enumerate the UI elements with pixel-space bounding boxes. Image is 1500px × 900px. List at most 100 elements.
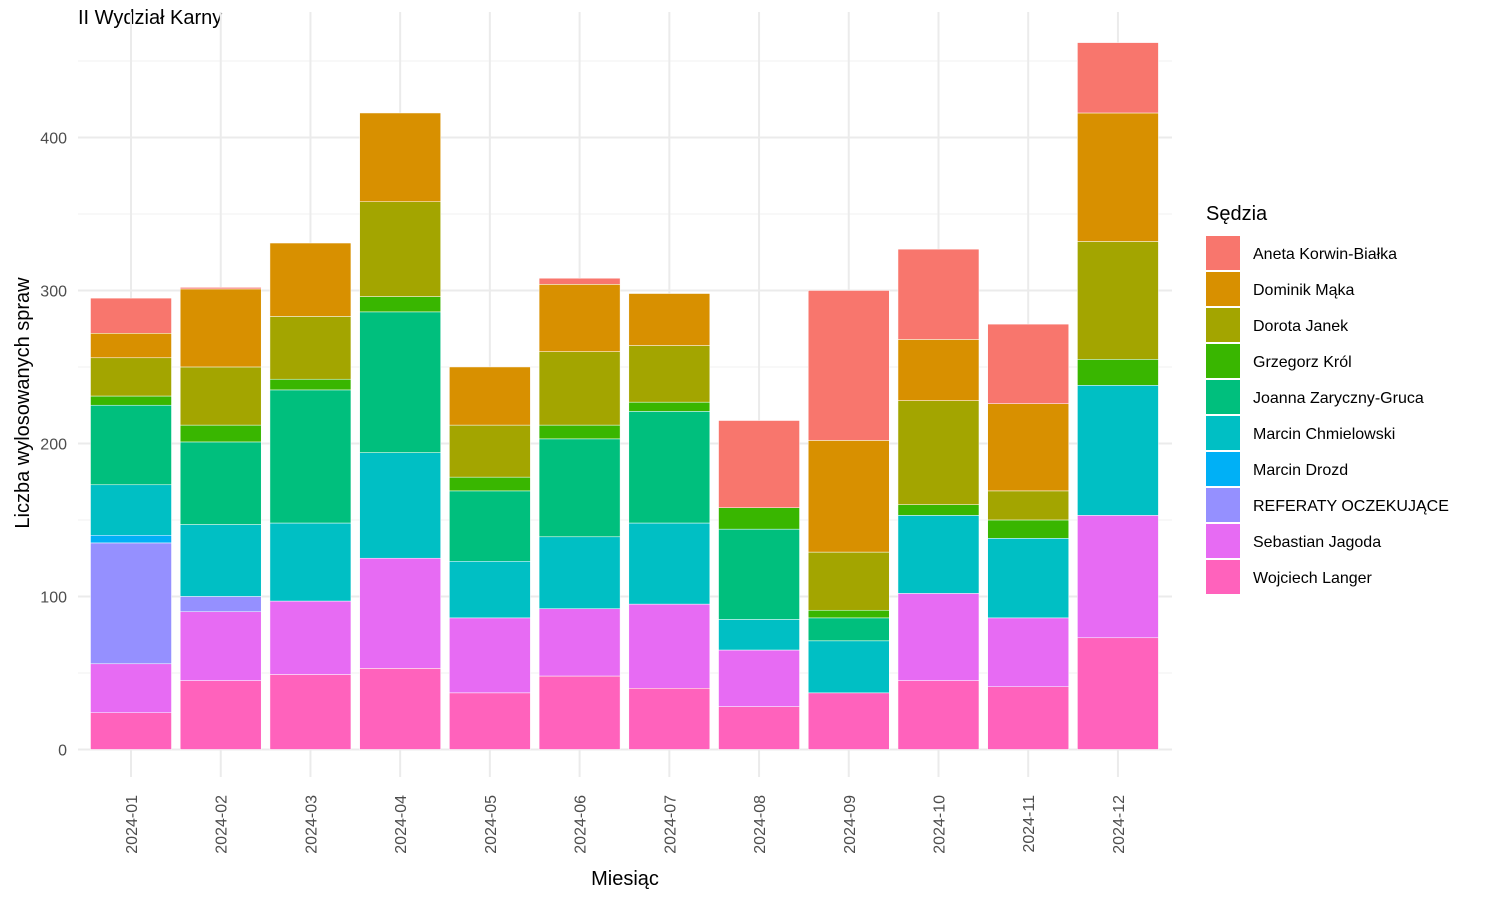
bar-segment <box>628 293 711 346</box>
chart-title: II Wydział Karny <box>78 7 223 29</box>
legend-label: REFERATY OCZEKUJĄCE <box>1253 498 1449 515</box>
x-tick-label: 2024-05 <box>483 795 500 854</box>
bar-segment <box>90 333 172 359</box>
bar-segment <box>718 649 800 707</box>
bar-segment <box>718 528 800 620</box>
legend-key <box>1206 416 1240 450</box>
bar-segment <box>179 596 262 613</box>
bar-segment <box>808 640 890 694</box>
bar-segment <box>808 440 890 553</box>
bar-segment <box>718 619 800 651</box>
x-tick-label: 2024-11 <box>1021 795 1038 853</box>
bar-segment <box>449 476 531 492</box>
legend-label: Aneta Korwin-Białka <box>1253 246 1397 263</box>
bar-segment <box>90 484 172 536</box>
bar-segment <box>538 277 621 285</box>
legend-key <box>1206 308 1240 342</box>
bar-segment <box>1077 241 1159 360</box>
bar-segment <box>269 378 352 391</box>
bar-segment <box>359 112 441 202</box>
bar-segment <box>1077 112 1159 242</box>
bar-segment <box>808 609 890 619</box>
bar-segment <box>449 692 531 750</box>
bar-segment <box>808 551 890 611</box>
bar-segment <box>359 296 441 313</box>
bar-segment <box>538 608 621 677</box>
bar-segment <box>90 404 172 486</box>
bar-segment <box>269 316 352 380</box>
bar-segment <box>628 522 711 605</box>
bar-segment <box>538 424 621 440</box>
bar-segment <box>987 403 1069 492</box>
bar-segment <box>179 424 262 443</box>
bar-segment <box>179 287 262 290</box>
x-tick-label: 2024-12 <box>1111 795 1128 854</box>
y-tick-label: 200 <box>40 436 67 453</box>
bar-segment <box>269 674 352 750</box>
bar-segment <box>179 524 262 597</box>
bar-segment <box>897 339 980 401</box>
y-tick-label: 100 <box>40 589 67 606</box>
bar-segment <box>1077 515 1159 639</box>
x-tick-label: 2024-06 <box>573 795 590 854</box>
bar-segment <box>269 522 352 602</box>
bar-segment <box>359 201 441 297</box>
bar-segment <box>359 311 441 453</box>
bar-segment <box>628 411 711 524</box>
bar-segment <box>359 557 441 669</box>
legend-label: Grzegorz Król <box>1253 354 1352 371</box>
legend-label: Sebastian Jagoda <box>1253 534 1381 551</box>
bar-segment <box>538 351 621 426</box>
x-tick-label: 2024-04 <box>393 795 410 854</box>
legend-label: Marcin Chmielowski <box>1253 426 1395 443</box>
bar-segment <box>538 675 621 750</box>
bar-segment <box>449 617 531 694</box>
y-axis-title: Liczba wylosowanych spraw <box>12 277 34 529</box>
bar-segment <box>897 400 980 505</box>
bar-segment <box>449 561 531 619</box>
bar-segment <box>987 617 1069 687</box>
bar-segment <box>628 688 711 750</box>
bar-segment <box>718 706 800 750</box>
x-tick-label: 2024-07 <box>662 795 679 854</box>
bar-segment <box>359 668 441 750</box>
legend-key <box>1206 236 1240 270</box>
bar-segment <box>359 452 441 559</box>
bar-layer <box>90 42 1159 750</box>
bar-segment <box>449 490 531 562</box>
x-tick-label: 2024-09 <box>842 795 859 854</box>
bar-segment <box>179 441 262 525</box>
bar-segment <box>269 242 352 317</box>
bar-segment <box>897 248 980 340</box>
bar-segment <box>449 424 531 478</box>
bar-segment <box>90 712 172 750</box>
legend-label: Dominik Mąka <box>1253 282 1354 299</box>
bar-segment <box>179 611 262 681</box>
bar-segment <box>90 357 172 397</box>
bar-segment <box>897 680 980 750</box>
bar-segment <box>897 504 980 516</box>
bar-segment <box>269 389 352 524</box>
bar-segment <box>179 366 262 426</box>
bar-segment <box>538 438 621 538</box>
bar-segment <box>628 401 711 412</box>
y-tick-label: 0 <box>58 742 67 759</box>
x-tick-label: 2024-03 <box>303 795 320 854</box>
bar-segment <box>269 600 352 675</box>
bar-segment <box>897 515 980 594</box>
y-tick-label: 400 <box>40 130 67 147</box>
bar-segment <box>987 686 1069 750</box>
bar-segment <box>538 536 621 609</box>
y-axis-ticks: 0 100 200 300 400 <box>40 130 67 759</box>
bar-segment <box>987 323 1069 404</box>
y-tick-label: 300 <box>40 283 67 300</box>
bar-segment <box>90 542 172 665</box>
x-tick-label: 2024-08 <box>752 795 769 854</box>
legend-key <box>1206 380 1240 414</box>
bar-segment <box>179 680 262 750</box>
bar-segment <box>808 692 890 750</box>
bar-segment <box>449 366 531 426</box>
bar-segment <box>987 490 1069 521</box>
bar-segment <box>538 284 621 352</box>
